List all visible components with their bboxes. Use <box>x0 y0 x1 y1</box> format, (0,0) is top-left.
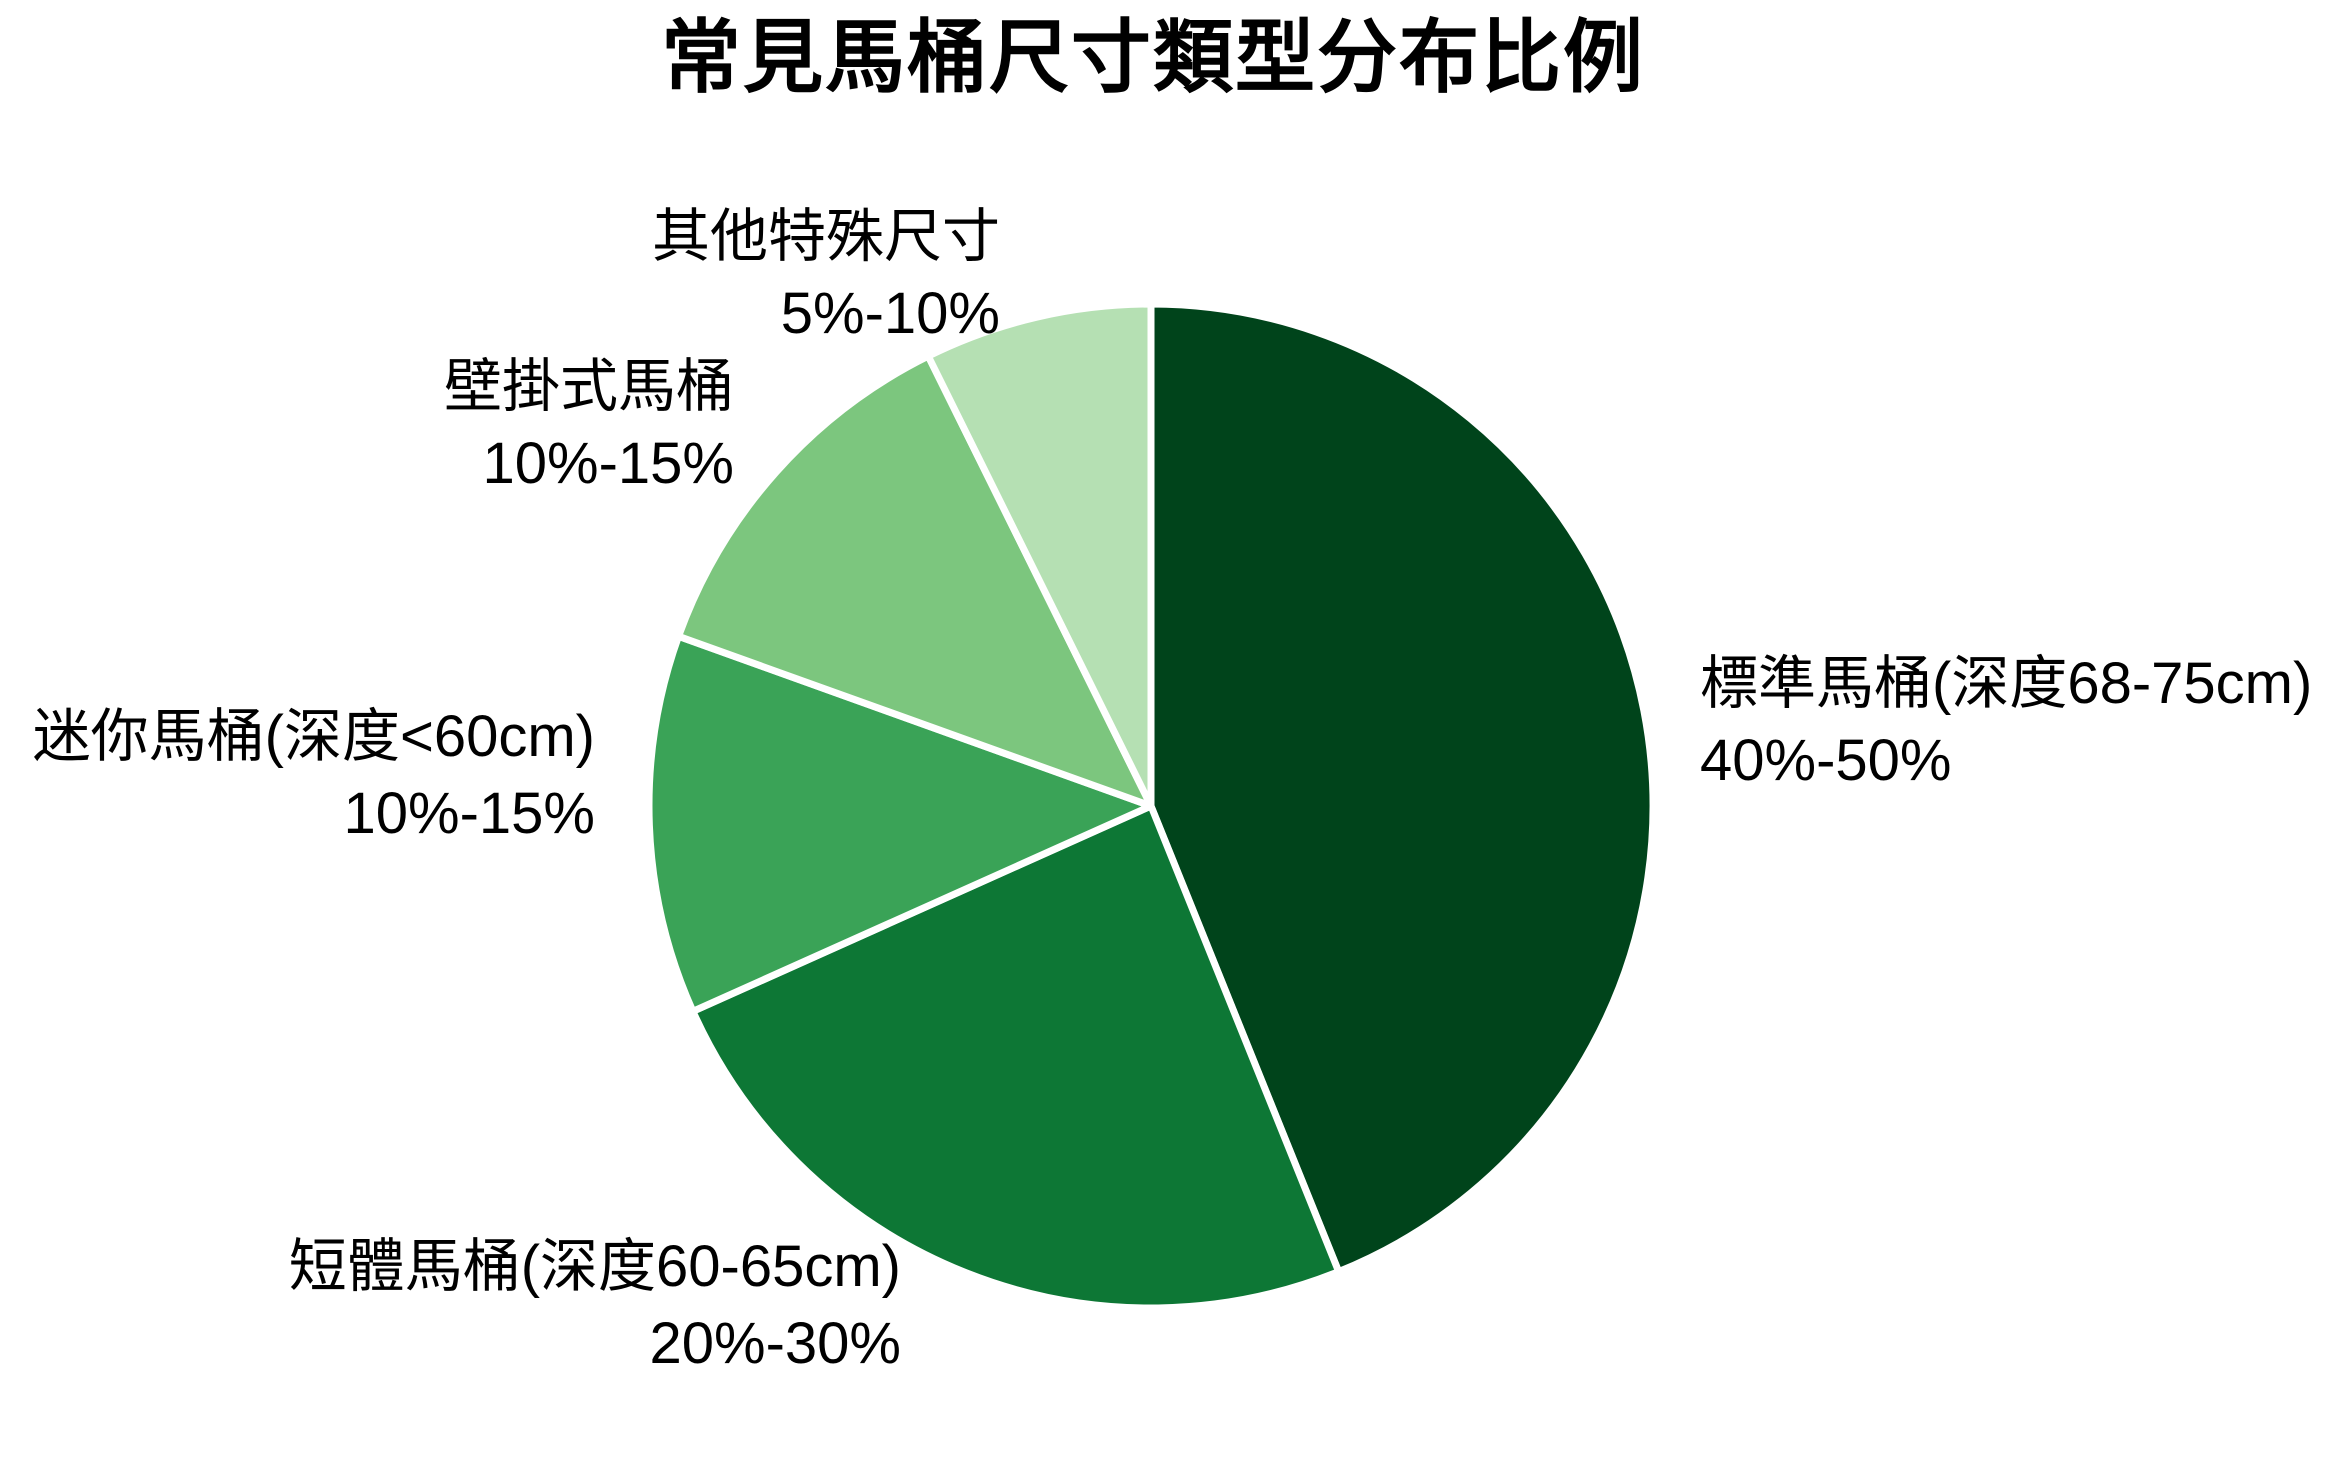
slice-label-text: 標準馬桶(深度68-75cm) <box>1700 651 2313 716</box>
slice-label-percent: 10%-15% <box>482 431 734 496</box>
slice-label-short-toilet: 短體馬桶(深度60-65cm) 20%-30% <box>289 1228 901 1382</box>
slice-label-standard-toilet: 標準馬桶(深度68-75cm) 40%-50% <box>1700 645 2312 799</box>
slice-label-text: 其他特殊尺寸 <box>651 204 1000 269</box>
pie-slice-3 <box>675 352 1155 810</box>
slice-label-other-special-sizes: 其他特殊尺寸 5%-10% <box>652 198 1000 352</box>
slice-label-mini-toilet: 迷你馬桶(深度<60cm) 10%-15% <box>33 698 595 852</box>
pie-slice-1 <box>689 802 1343 1312</box>
pie-slice-0 <box>1147 300 1657 1276</box>
slice-label-percent: 40%-50% <box>1700 728 1952 793</box>
slice-label-wall-hung-toilet: 壁掛式馬桶 10%-15% <box>444 348 734 502</box>
chart-title: 常見馬桶尺寸類型分布比例 <box>661 13 1645 102</box>
pie-slice-2 <box>645 632 1155 1015</box>
slice-label-text: 短體馬桶(深度60-65cm) <box>288 1234 901 1299</box>
slice-label-percent: 10%-15% <box>343 781 595 846</box>
slice-label-percent: 20%-30% <box>649 1311 901 1376</box>
slice-label-percent: 5%-10% <box>780 281 1000 346</box>
pie-slice-4 <box>924 300 1155 810</box>
slice-label-text: 壁掛式馬桶 <box>443 354 734 419</box>
slice-label-text: 迷你馬桶(深度<60cm) <box>32 704 595 769</box>
